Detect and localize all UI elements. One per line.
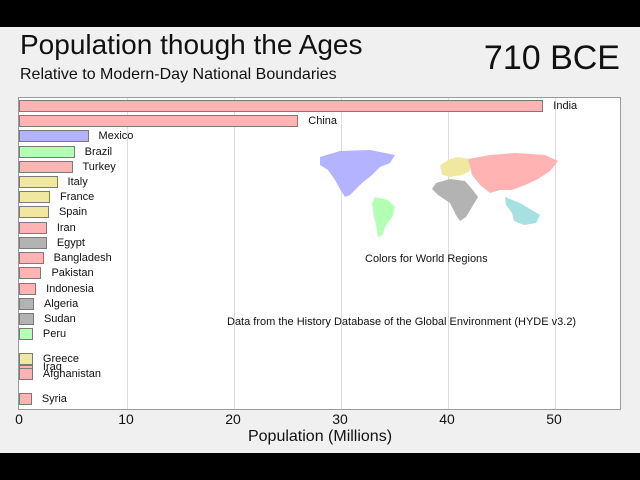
bar-greece	[19, 353, 33, 365]
x-axis-label: Population (Millions)	[247, 428, 393, 445]
bar-sudan	[19, 313, 34, 325]
gridline	[127, 98, 128, 409]
x-tick-label: 50	[546, 411, 562, 427]
bar-spain	[19, 206, 49, 218]
bar-indonesia	[19, 283, 37, 295]
oceania-region	[505, 197, 540, 225]
north-america-region	[320, 150, 395, 197]
bar-france	[19, 191, 51, 203]
bar-label: Spain	[58, 206, 88, 218]
bar-label: Egypt	[56, 237, 85, 249]
x-tick-label: 20	[225, 411, 241, 427]
x-tick-label: 10	[118, 411, 134, 427]
bar-label: France	[60, 191, 95, 203]
x-tick-label: 0	[15, 411, 23, 427]
bar-label: Afghanistan	[42, 368, 102, 380]
year-label: 710 BCE	[483, 39, 620, 77]
bar-label: Indonesia	[46, 283, 94, 295]
bar-label: Pakistan	[51, 267, 94, 279]
bar-india	[19, 100, 544, 112]
bar-pakistan	[19, 267, 42, 279]
bar-mexico	[19, 130, 89, 142]
map-caption: Colors for World Regions	[365, 253, 488, 265]
world-map-legend	[320, 150, 558, 237]
bar-label: Bangladesh	[53, 252, 112, 264]
bar-turkey	[19, 161, 73, 173]
bar-iran	[19, 222, 47, 234]
europe-region	[440, 157, 470, 177]
bar-egypt	[19, 237, 47, 249]
bar-label: Mexico	[98, 130, 134, 142]
bar-algeria	[19, 298, 34, 310]
bar-bangladesh	[19, 252, 44, 264]
gridline	[341, 98, 342, 409]
bar-afghanistan	[19, 368, 33, 380]
bar-label: Iraq	[42, 361, 62, 373]
bar-label: Sudan	[43, 313, 76, 325]
bar-label: Algeria	[43, 298, 79, 310]
bar-label: Greece	[42, 353, 79, 365]
bar-peru	[19, 328, 33, 340]
bar-label: Brazil	[84, 146, 113, 158]
chart-frame: Population though the Ages Relative to M…	[0, 27, 640, 453]
bar-syria	[19, 393, 32, 405]
bar-label: Peru	[42, 328, 67, 340]
bar-label: Italy	[67, 176, 88, 188]
bar-label: China	[308, 115, 338, 127]
chart-title: Population though the Ages	[20, 29, 363, 60]
gridline	[555, 98, 556, 409]
africa-region	[432, 179, 478, 221]
south-america-region	[372, 197, 395, 237]
bar-label: Turkey	[82, 161, 116, 173]
asia-region	[468, 153, 558, 193]
x-tick-label: 30	[332, 411, 348, 427]
chart-subtitle: Relative to Modern-Day National Boundari…	[20, 66, 337, 83]
gridline	[448, 98, 449, 409]
gridline	[234, 98, 235, 409]
bar-label: India	[553, 100, 578, 112]
x-tick-label: 40	[439, 411, 455, 427]
bar-label: Iran	[56, 222, 76, 234]
source-note: Data from the History Database of the Gl…	[227, 316, 577, 328]
bar-china	[19, 115, 299, 127]
bar-label: Syria	[41, 393, 67, 405]
plot-area: India China Mexico Brazil Turkey Italy France S…	[18, 97, 621, 410]
bar-italy	[19, 176, 58, 188]
bar-brazil	[19, 146, 75, 158]
